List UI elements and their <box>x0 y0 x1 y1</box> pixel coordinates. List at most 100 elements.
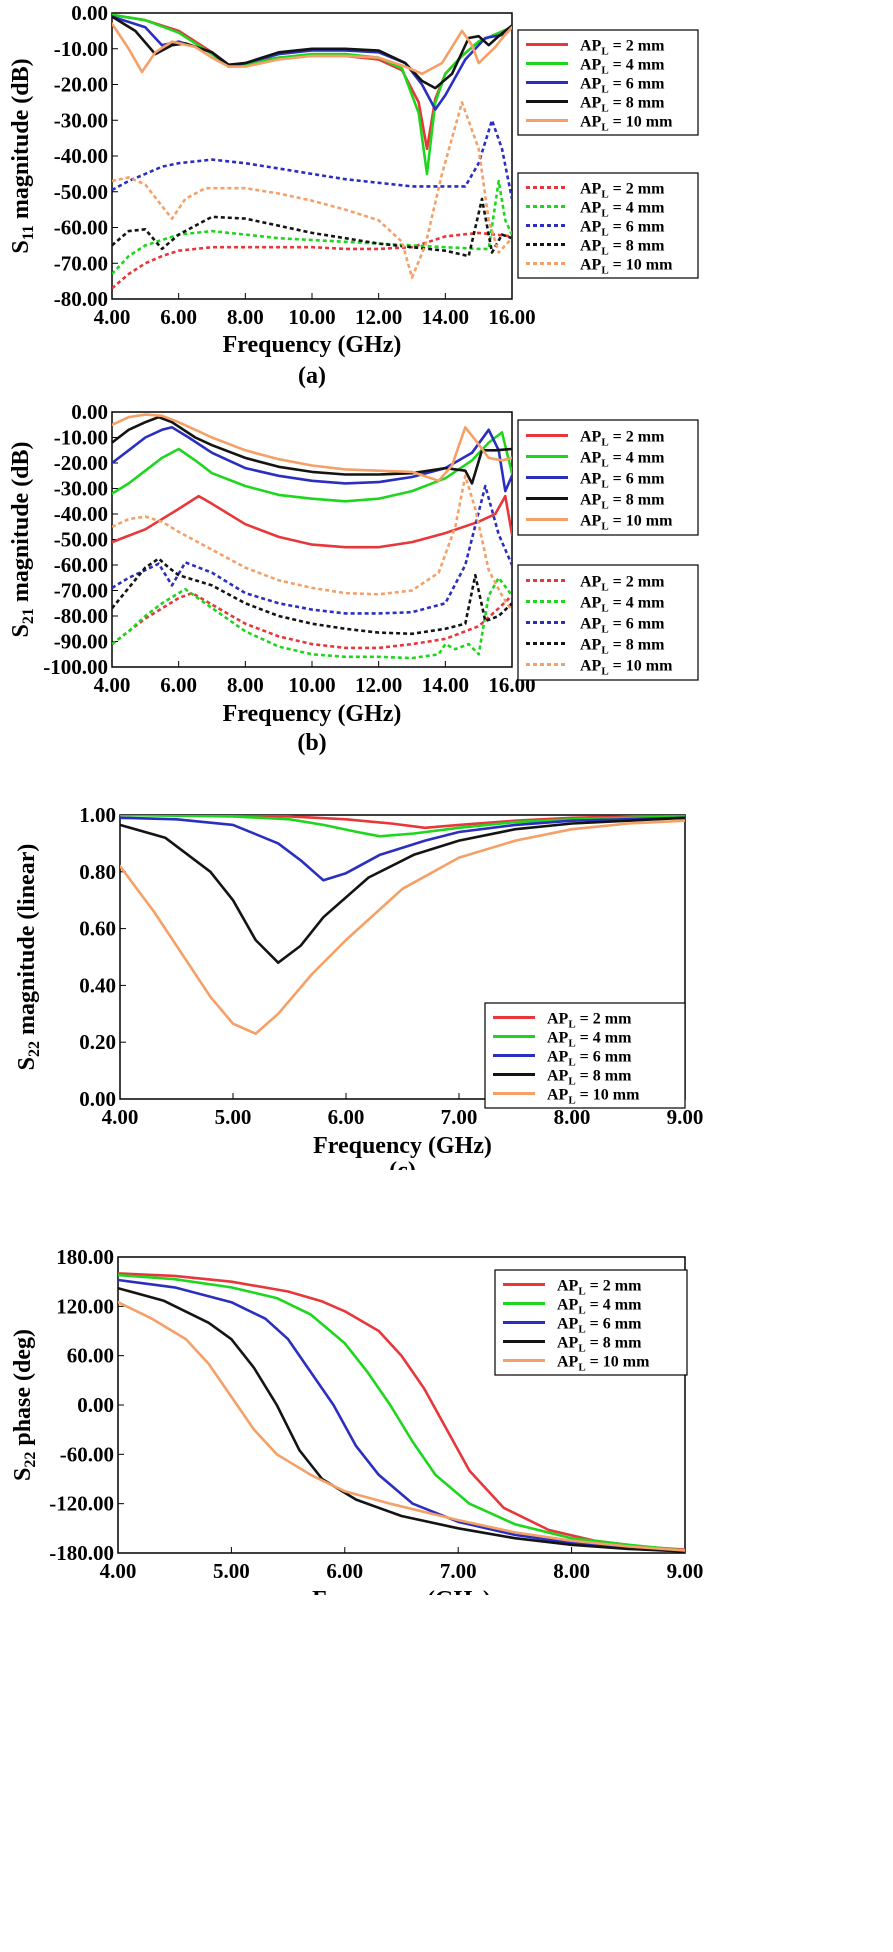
series-line-ap8-solid <box>112 15 512 90</box>
x-tick-label: 5.00 <box>215 1105 252 1129</box>
legend-label: APL = 8 mm <box>580 637 665 657</box>
y-tick-label: -90.00 <box>54 630 108 654</box>
series-line-ap4-solid <box>112 431 512 503</box>
series-line-ap10-solid <box>118 1300 685 1552</box>
series-line-ap8-solid <box>120 816 685 964</box>
legend-label: APL = 2 mm <box>547 1011 632 1031</box>
y-tick-label: 0.00 <box>71 1 108 25</box>
x-tick-label: 8.00 <box>227 305 264 329</box>
series-line-ap6-solid <box>118 1278 685 1553</box>
y-axis-label: S21 magnitude (dB) <box>8 441 37 637</box>
y-tick-label: -40.00 <box>54 144 108 168</box>
y-tick-label: 0.40 <box>79 973 116 997</box>
legend-label: APL = 10 mm <box>580 257 673 277</box>
x-tick-label: 9.00 <box>667 1559 704 1583</box>
legend-label: APL = 8 mm <box>580 492 665 512</box>
plot-frame <box>119 814 686 1100</box>
legend-label: APL = 8 mm <box>547 1068 632 1088</box>
y-tick-label: -20.00 <box>54 73 108 97</box>
chart-panel-a: 0.00 -10.00 -20.00 -30.00 -40.00 -50.00 -60.00… <box>8 1 699 389</box>
legend-label: APL = 6 mm <box>547 1049 632 1069</box>
series-line-ap4-solid <box>120 815 685 838</box>
legend-label: APL = 4 mm <box>580 450 665 470</box>
y-tick-label: -40.00 <box>54 502 108 526</box>
y-tick-label: -50.00 <box>54 528 108 552</box>
y-tick-label: 60.00 <box>67 1344 114 1368</box>
legend-label: APL = 6 mm <box>557 1316 642 1336</box>
x-tick-label: 8.00 <box>553 1559 590 1583</box>
legend-label: APL = 4 mm <box>580 595 665 615</box>
y-axis-label: S22 magnitude (linear) <box>14 844 43 1071</box>
y-tick-label: 180.00 <box>56 1245 114 1269</box>
y-tick-label: -20.00 <box>54 451 108 475</box>
series-line-ap4-solid <box>118 1273 685 1552</box>
y-tick-label: -80.00 <box>54 604 108 628</box>
y-tick-label: -70.00 <box>54 251 108 275</box>
legend-label: APL = 10 mm <box>547 1087 640 1107</box>
x-tick-label: 7.00 <box>440 1559 477 1583</box>
series-line-ap2-dashed <box>112 591 512 650</box>
series-line-ap4-solid <box>112 13 512 176</box>
y-tick-label: -10.00 <box>54 37 108 61</box>
x-tick-label: 9.00 <box>667 1105 704 1129</box>
x-tick-label: 4.00 <box>94 673 131 697</box>
x-axis-label: Frequency (GHz) <box>223 701 402 727</box>
y-tick-label: -30.00 <box>54 108 108 132</box>
series-line-ap8-dashed <box>112 557 512 636</box>
series-line-ap6-solid <box>112 15 512 111</box>
legend-label: APL = 8 mm <box>580 238 665 258</box>
y-tick-label: -180.00 <box>49 1541 114 1565</box>
y-tick-label: 0.00 <box>77 1393 114 1417</box>
legend-label: APL = 6 mm <box>580 471 665 491</box>
series-line-ap10-solid <box>112 413 512 483</box>
y-tick-label: -30.00 <box>54 477 108 501</box>
series-line-ap6-solid <box>112 426 512 493</box>
x-tick-label: 12.00 <box>355 673 402 697</box>
legend-label: APL = 6 mm <box>580 219 665 239</box>
y-tick-label: 120.00 <box>56 1294 114 1318</box>
x-tick-label: 4.00 <box>100 1559 137 1583</box>
x-tick-label: 4.00 <box>94 305 131 329</box>
legend-label: APL = 2 mm <box>580 429 665 449</box>
legend-label: APL = 2 mm <box>557 1278 642 1298</box>
series-line-ap8-solid <box>112 415 512 485</box>
x-axis-label: Frequency (GHz) <box>312 1587 491 1595</box>
y-tick-label: 1.00 <box>79 803 116 827</box>
x-tick-label: 8.00 <box>554 1105 591 1129</box>
panel-label: (c) <box>389 1158 416 1170</box>
x-tick-label: 5.00 <box>213 1559 250 1583</box>
legend-label: APL = 6 mm <box>580 76 665 96</box>
y-tick-label: 0.20 <box>79 1030 116 1054</box>
legend-label: APL = 4 mm <box>580 57 665 77</box>
y-tick-label: 0.60 <box>79 917 116 941</box>
legend-label: APL = 2 mm <box>580 38 665 58</box>
series-line-ap2-solid <box>112 494 512 549</box>
legend-box <box>517 564 699 681</box>
legend-label: APL = 8 mm <box>557 1335 642 1355</box>
panel-label: (a) <box>298 363 326 389</box>
x-tick-label: 6.00 <box>326 1559 363 1583</box>
x-tick-label: 6.00 <box>328 1105 365 1129</box>
y-tick-label: -80.00 <box>54 287 108 311</box>
legend-label: APL = 4 mm <box>557 1297 642 1317</box>
y-axis-label: S22 phase (deg) <box>10 1329 39 1481</box>
legend-label: APL = 8 mm <box>580 95 665 115</box>
series-line-ap2-solid <box>118 1272 685 1551</box>
x-axis-label: Frequency (GHz) <box>313 1133 492 1159</box>
x-tick-label: 10.00 <box>288 673 335 697</box>
x-tick-label: 14.00 <box>422 305 469 329</box>
x-tick-label: 16.00 <box>488 305 535 329</box>
y-tick-label: -50.00 <box>54 180 108 204</box>
y-tick-label: 0.00 <box>79 1087 116 1111</box>
x-tick-label: 14.00 <box>422 673 469 697</box>
y-tick-label: -70.00 <box>54 579 108 603</box>
panel-label: (b) <box>297 730 326 756</box>
y-tick-label: -10.00 <box>54 426 108 450</box>
x-tick-label: 6.00 <box>160 305 197 329</box>
chart-panel-b: 0.00-10.00-20.00-30.00-40.00-50.00-60.00… <box>8 400 699 756</box>
legend-label: APL = 10 mm <box>580 658 673 678</box>
y-tick-label: -100.00 <box>43 655 108 679</box>
series-line-ap10-solid <box>112 22 512 76</box>
legend-label: APL = 4 mm <box>547 1030 632 1050</box>
